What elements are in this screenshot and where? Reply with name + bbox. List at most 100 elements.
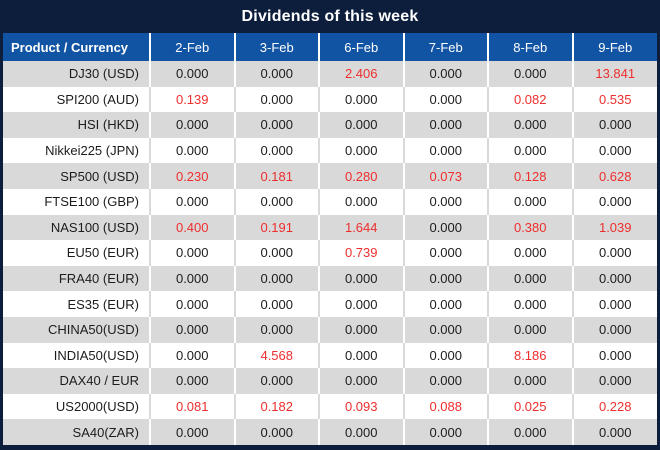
dividends-table: Product / Currency 2-Feb 3-Feb 6-Feb 7-F…: [3, 33, 657, 445]
product-cell: SP500 (USD): [3, 163, 151, 189]
dividend-value-cell: 0.191: [234, 214, 320, 241]
dividend-value-cell: 0.000: [234, 368, 320, 394]
dividend-value-cell: 0.073: [403, 163, 489, 189]
dividend-value-cell: 0.628: [572, 163, 657, 189]
product-currency-header: Product / Currency: [3, 33, 151, 61]
dividend-value-cell: 2.406: [319, 61, 405, 87]
dividend-value-cell: 0.000: [403, 265, 489, 292]
table-row: EU50 (EUR) 0.000 0.000 0.739 0.000 0.000 0.000: [3, 240, 657, 266]
dividend-value-cell: 0.000: [488, 265, 574, 292]
dividend-value-cell: 0.000: [150, 291, 236, 317]
product-cell: ES35 (EUR): [3, 291, 151, 317]
table-row: SA40(ZAR) 0.000 0.000 0.000 0.000 0.000 0.000: [3, 419, 657, 445]
dividend-value-cell: 0.000: [572, 265, 657, 292]
dividend-value-cell: 0.088: [403, 393, 489, 420]
dividend-value-cell: 1.039: [572, 214, 657, 241]
product-cell: EU50 (EUR): [3, 240, 151, 266]
dividend-value-cell: 0.000: [488, 188, 574, 215]
dividend-value-cell: 0.000: [403, 86, 489, 113]
dividend-value-cell: 0.000: [572, 368, 657, 394]
title-bar: Dividends of this week: [0, 0, 660, 33]
dividend-value-cell: 0.000: [488, 137, 574, 164]
product-cell: US2000(USD): [3, 393, 151, 420]
dividend-value-cell: 1.644: [319, 214, 405, 241]
dividend-value-cell: 0.000: [150, 61, 236, 87]
dividend-value-cell: 0.000: [319, 419, 405, 445]
table-row: ES35 (EUR) 0.000 0.000 0.000 0.000 0.000 0.000: [3, 291, 657, 317]
dividend-value-cell: 0.000: [150, 137, 236, 164]
product-cell: DAX40 / EUR: [3, 368, 151, 394]
dividend-value-cell: 0.000: [488, 240, 574, 266]
dividend-value-cell: 0.000: [234, 61, 320, 87]
dividend-value-cell: 0.082: [488, 86, 574, 113]
product-cell: FTSE100 (GBP): [3, 188, 151, 215]
dividend-value-cell: 0.000: [319, 265, 405, 292]
dividend-value-cell: 13.841: [572, 61, 657, 87]
dividend-value-cell: 0.000: [150, 419, 236, 445]
dividend-value-cell: 0.139: [150, 86, 236, 113]
dividend-value-cell: 0.280: [319, 163, 405, 189]
table-row: FTSE100 (GBP) 0.000 0.000 0.000 0.000 0.000 0.…: [3, 188, 657, 215]
dividend-value-cell: 0.000: [319, 188, 405, 215]
table-row: US2000(USD) 0.081 0.182 0.093 0.088 0.025 0.22…: [3, 393, 657, 420]
dividend-value-cell: 0.000: [572, 342, 657, 369]
dividend-value-cell: 0.400: [150, 214, 236, 241]
date-header: 7-Feb: [403, 33, 489, 61]
dividend-value-cell: 0.000: [319, 291, 405, 317]
dividend-value-cell: 0.000: [319, 86, 405, 113]
dividend-value-cell: 0.000: [150, 112, 236, 138]
table-row: HSI (HKD) 0.000 0.000 0.000 0.000 0.000 0.000: [3, 112, 657, 138]
dividend-value-cell: 0.000: [403, 112, 489, 138]
table-row: SPI200 (AUD) 0.139 0.000 0.000 0.000 0.082 0.5…: [3, 86, 657, 113]
date-header: 3-Feb: [234, 33, 320, 61]
table-row: DJ30 (USD) 0.000 0.000 2.406 0.000 0.000 13.84…: [3, 61, 657, 87]
dividend-value-cell: 0.000: [403, 61, 489, 87]
product-cell: CHINA50(USD): [3, 316, 151, 343]
dividend-value-cell: 0.000: [403, 342, 489, 369]
dividend-value-cell: 0.000: [403, 214, 489, 241]
dividend-value-cell: 0.081: [150, 393, 236, 420]
product-cell: Nikkei225 (JPN): [3, 137, 151, 164]
dividend-value-cell: 0.000: [488, 291, 574, 317]
dividend-value-cell: 0.000: [572, 316, 657, 343]
dividend-value-cell: 0.000: [234, 240, 320, 266]
dividend-value-cell: 0.000: [319, 368, 405, 394]
dividend-value-cell: 0.739: [319, 240, 405, 266]
table-row: NAS100 (USD) 0.400 0.191 1.644 0.000 0.380 1.0…: [3, 214, 657, 241]
dividend-value-cell: 0.000: [403, 240, 489, 266]
dividend-value-cell: 0.182: [234, 393, 320, 420]
dividend-value-cell: 0.380: [488, 214, 574, 241]
product-cell: NAS100 (USD): [3, 214, 151, 241]
dividend-value-cell: 0.000: [403, 137, 489, 164]
dividend-value-cell: 0.000: [319, 342, 405, 369]
dividend-value-cell: 0.535: [572, 86, 657, 113]
dividend-value-cell: 0.000: [488, 61, 574, 87]
dividend-value-cell: 0.000: [488, 368, 574, 394]
dividend-value-cell: 0.000: [234, 112, 320, 138]
dividend-value-cell: 0.000: [488, 419, 574, 445]
dividend-value-cell: 0.093: [319, 393, 405, 420]
dividend-value-cell: 0.228: [572, 393, 657, 420]
date-header: 6-Feb: [319, 33, 405, 61]
table-row: Nikkei225 (JPN) 0.000 0.000 0.000 0.000 0.000…: [3, 137, 657, 164]
dividend-value-cell: 0.000: [234, 86, 320, 113]
dividend-value-cell: 0.128: [488, 163, 574, 189]
dividend-value-cell: 0.000: [572, 291, 657, 317]
dividend-value-cell: 0.000: [403, 368, 489, 394]
dividend-value-cell: 0.000: [234, 316, 320, 343]
dividend-value-cell: 0.000: [234, 188, 320, 215]
table-row: DAX40 / EUR 0.000 0.000 0.000 0.000 0.000 0.00…: [3, 368, 657, 394]
date-header: 9-Feb: [572, 33, 657, 61]
dividend-value-cell: 0.000: [234, 265, 320, 292]
product-cell: HSI (HKD): [3, 112, 151, 138]
dividend-value-cell: 0.000: [488, 316, 574, 343]
table-row: CHINA50(USD) 0.000 0.000 0.000 0.000 0.000 0.0…: [3, 316, 657, 343]
table-wrap: Product / Currency 2-Feb 3-Feb 6-Feb 7-F…: [3, 33, 657, 445]
dividend-value-cell: 0.000: [319, 316, 405, 343]
dividend-value-cell: 8.186: [488, 342, 574, 369]
dividend-value-cell: 0.181: [234, 163, 320, 189]
dividend-value-cell: 0.000: [403, 188, 489, 215]
dividend-value-cell: 0.000: [150, 342, 236, 369]
dividend-value-cell: 0.000: [234, 137, 320, 164]
